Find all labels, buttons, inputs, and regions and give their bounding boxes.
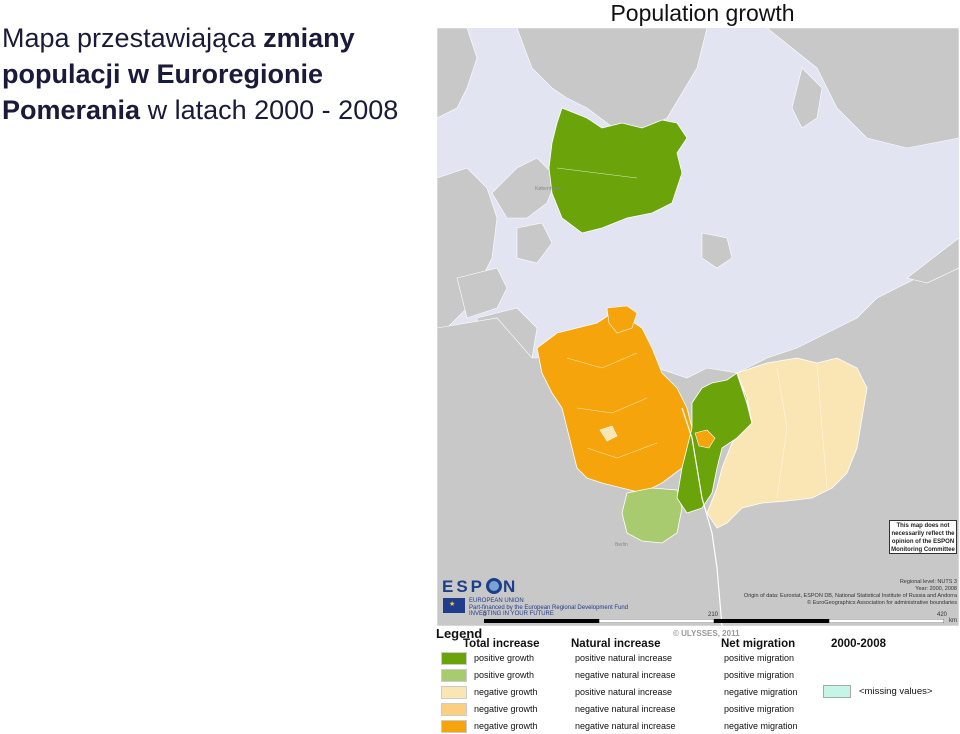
legend-natural-text: positive natural increase xyxy=(575,653,673,663)
city-label-berlin: Berlin xyxy=(615,542,628,548)
missing-values-swatch xyxy=(823,685,851,698)
legend-natural-text: negative natural increase xyxy=(575,670,676,680)
legend-total-text: negative growth xyxy=(474,721,538,731)
legend-swatch xyxy=(441,652,467,665)
map-panel: København Berlin xyxy=(437,28,959,626)
map-disclaimer: This map does not necessarily reflect th… xyxy=(889,520,957,554)
espon-logo: ESP N xyxy=(442,577,519,596)
info-origin: Origin of data: Eurostat, ESPON DB, Nati… xyxy=(743,593,957,599)
scale-label-0: 0 xyxy=(483,612,487,618)
title-bold: zmiany populacji w Euroregionie Pomerani… xyxy=(2,23,355,125)
legend-row: positive growth positive natural increase… xyxy=(0,652,960,666)
title-part1: Mapa przestawiająca xyxy=(2,23,264,53)
legend-total-text: negative growth xyxy=(474,687,538,697)
legend-natural-text: negative natural increase xyxy=(575,721,676,731)
scale-label-210: 210 xyxy=(708,612,719,618)
legend-swatch xyxy=(441,686,467,699)
legend-swatch xyxy=(441,720,467,733)
legend-row: negative growth positive natural increase… xyxy=(0,686,960,700)
ulysses-copyright: © ULYSSES, 2011 xyxy=(673,629,740,638)
legend-row: negative growth negative natural increase… xyxy=(0,720,960,734)
legend-swatch xyxy=(441,703,467,716)
scale-bar xyxy=(484,619,944,623)
land-background xyxy=(437,28,959,626)
missing-values-label: <missing values> xyxy=(859,686,933,697)
eu-flag-icon: ★ xyxy=(443,598,465,613)
legend-migration-text: negative migration xyxy=(724,721,798,731)
espon-circle-icon xyxy=(486,578,503,594)
info-year: Year: 2000, 2008 xyxy=(915,586,957,592)
scale-unit: km xyxy=(949,618,957,624)
region-skane xyxy=(548,107,688,234)
map-canvas: København Berlin xyxy=(437,28,959,626)
legend-total-text: positive growth xyxy=(474,653,535,663)
map-title: Population growth xyxy=(610,0,795,26)
legend-header-period: 2000-2008 xyxy=(831,638,886,650)
legend-row: negative growth negative natural increase… xyxy=(0,703,960,717)
legend-total-text: positive growth xyxy=(474,670,535,680)
legend-title: Legend xyxy=(436,626,483,641)
slide-title: Mapa przestawiająca zmiany populacji w E… xyxy=(2,20,422,128)
scale-label-420: 420 xyxy=(937,612,948,618)
legend-header-migration: Net migration xyxy=(721,638,796,650)
legend-natural-text: negative natural increase xyxy=(575,704,676,714)
region-pale-spot xyxy=(599,425,618,442)
legend-migration-text: positive migration xyxy=(724,653,795,663)
legend-row: positive growth negative natural increase… xyxy=(0,669,960,683)
legend-header-total: Total increase xyxy=(463,638,540,650)
legend-swatch xyxy=(441,669,467,682)
legend-migration-text: negative migration xyxy=(724,687,798,697)
legend-migration-text: positive migration xyxy=(724,704,795,714)
border-lines xyxy=(681,372,753,626)
legend-header-natural: Natural increase xyxy=(571,638,661,650)
city-label-kobenhavn: København xyxy=(535,186,561,192)
legend-migration-text: positive migration xyxy=(724,670,795,680)
title-part2: w latach 2000 - 2008 xyxy=(140,95,399,125)
legend-natural-text: positive natural increase xyxy=(575,687,673,697)
eu-funding-text: EUROPEAN UNION Part-financed by the Euro… xyxy=(469,598,629,617)
region-west-pomerania xyxy=(676,372,753,514)
legend-total-text: negative growth xyxy=(474,704,538,714)
info-regional-level: Regional level: NUTS 3 xyxy=(899,579,957,585)
info-copyright-egm: © EuroGeographics Association for admini… xyxy=(807,600,957,606)
region-uckermark xyxy=(621,487,683,544)
